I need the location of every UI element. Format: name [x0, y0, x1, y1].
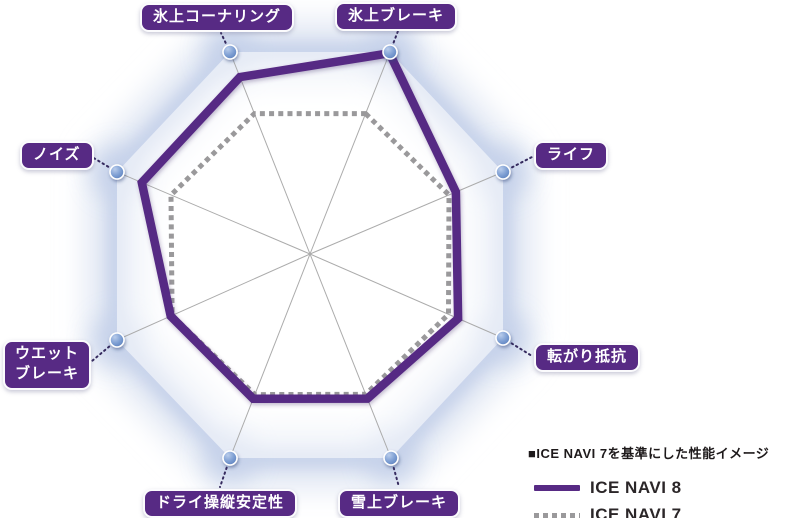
- axis-label-snow-braking: 雪上ブレーキ: [338, 489, 461, 518]
- legend-row-ice-navi-8: ICE NAVI 8: [534, 478, 682, 498]
- axis-dot-icon: [222, 450, 238, 466]
- legend-label: ICE NAVI 8: [590, 478, 682, 497]
- solid-line-swatch-icon: [534, 485, 580, 491]
- axis-dot-icon: [382, 44, 398, 60]
- axis-label-rolling-resistance: 転がり抵抗: [534, 343, 641, 372]
- axis-label-text: ブレーキ: [15, 365, 80, 383]
- axis-label-ice-braking: 氷上ブレーキ: [335, 2, 458, 31]
- axis-dot-icon: [495, 330, 511, 346]
- axis-dot-icon: [109, 332, 125, 348]
- axis-label-text: ライフ: [547, 146, 596, 163]
- series-ice-navi-8-polygon: [137, 48, 463, 404]
- legend-label: ICE NAVI 7: [590, 505, 682, 518]
- axis-dot-icon: [383, 450, 399, 466]
- axis-label-text: 雪上ブレーキ: [351, 494, 448, 511]
- axis-label-text: 氷上コーナリング: [153, 8, 282, 25]
- axis-label-dry-stability: ドライ操縦安定性: [143, 489, 298, 518]
- axis-dot-icon: [495, 164, 511, 180]
- axis-dot-icon: [109, 164, 125, 180]
- axis-spokes: [116, 51, 504, 459]
- dashed-line-swatch-icon: [534, 512, 580, 518]
- axis-label-text: ノイズ: [33, 146, 81, 163]
- axis-label-text: 氷上ブレーキ: [348, 7, 445, 24]
- legend-note: ■ICE NAVI 7を基準にした性能イメージ: [528, 446, 770, 461]
- axis-label-text: ドライ操縦安定性: [156, 494, 285, 511]
- axis-vertex-dots: [109, 44, 511, 466]
- axis-dot-icon: [222, 44, 238, 60]
- axis-label-life: ライフ: [534, 141, 609, 170]
- axis-label-wet-braking: ウエット ブレーキ: [3, 340, 92, 390]
- legend: ICE NAVI 8 ICE NAVI 7: [534, 478, 682, 518]
- axis-label-text: 転がり抵抗: [547, 348, 628, 365]
- axis-label-noise: ノイズ: [20, 141, 94, 170]
- axis-label-text: ウエット: [15, 345, 80, 362]
- legend-row-ice-navi-7: ICE NAVI 7: [534, 505, 682, 518]
- axis-label-ice-cornering: 氷上コーナリング: [140, 3, 295, 32]
